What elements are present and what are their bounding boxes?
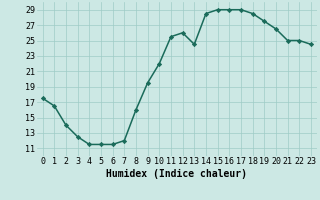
- X-axis label: Humidex (Indice chaleur): Humidex (Indice chaleur): [106, 169, 247, 179]
